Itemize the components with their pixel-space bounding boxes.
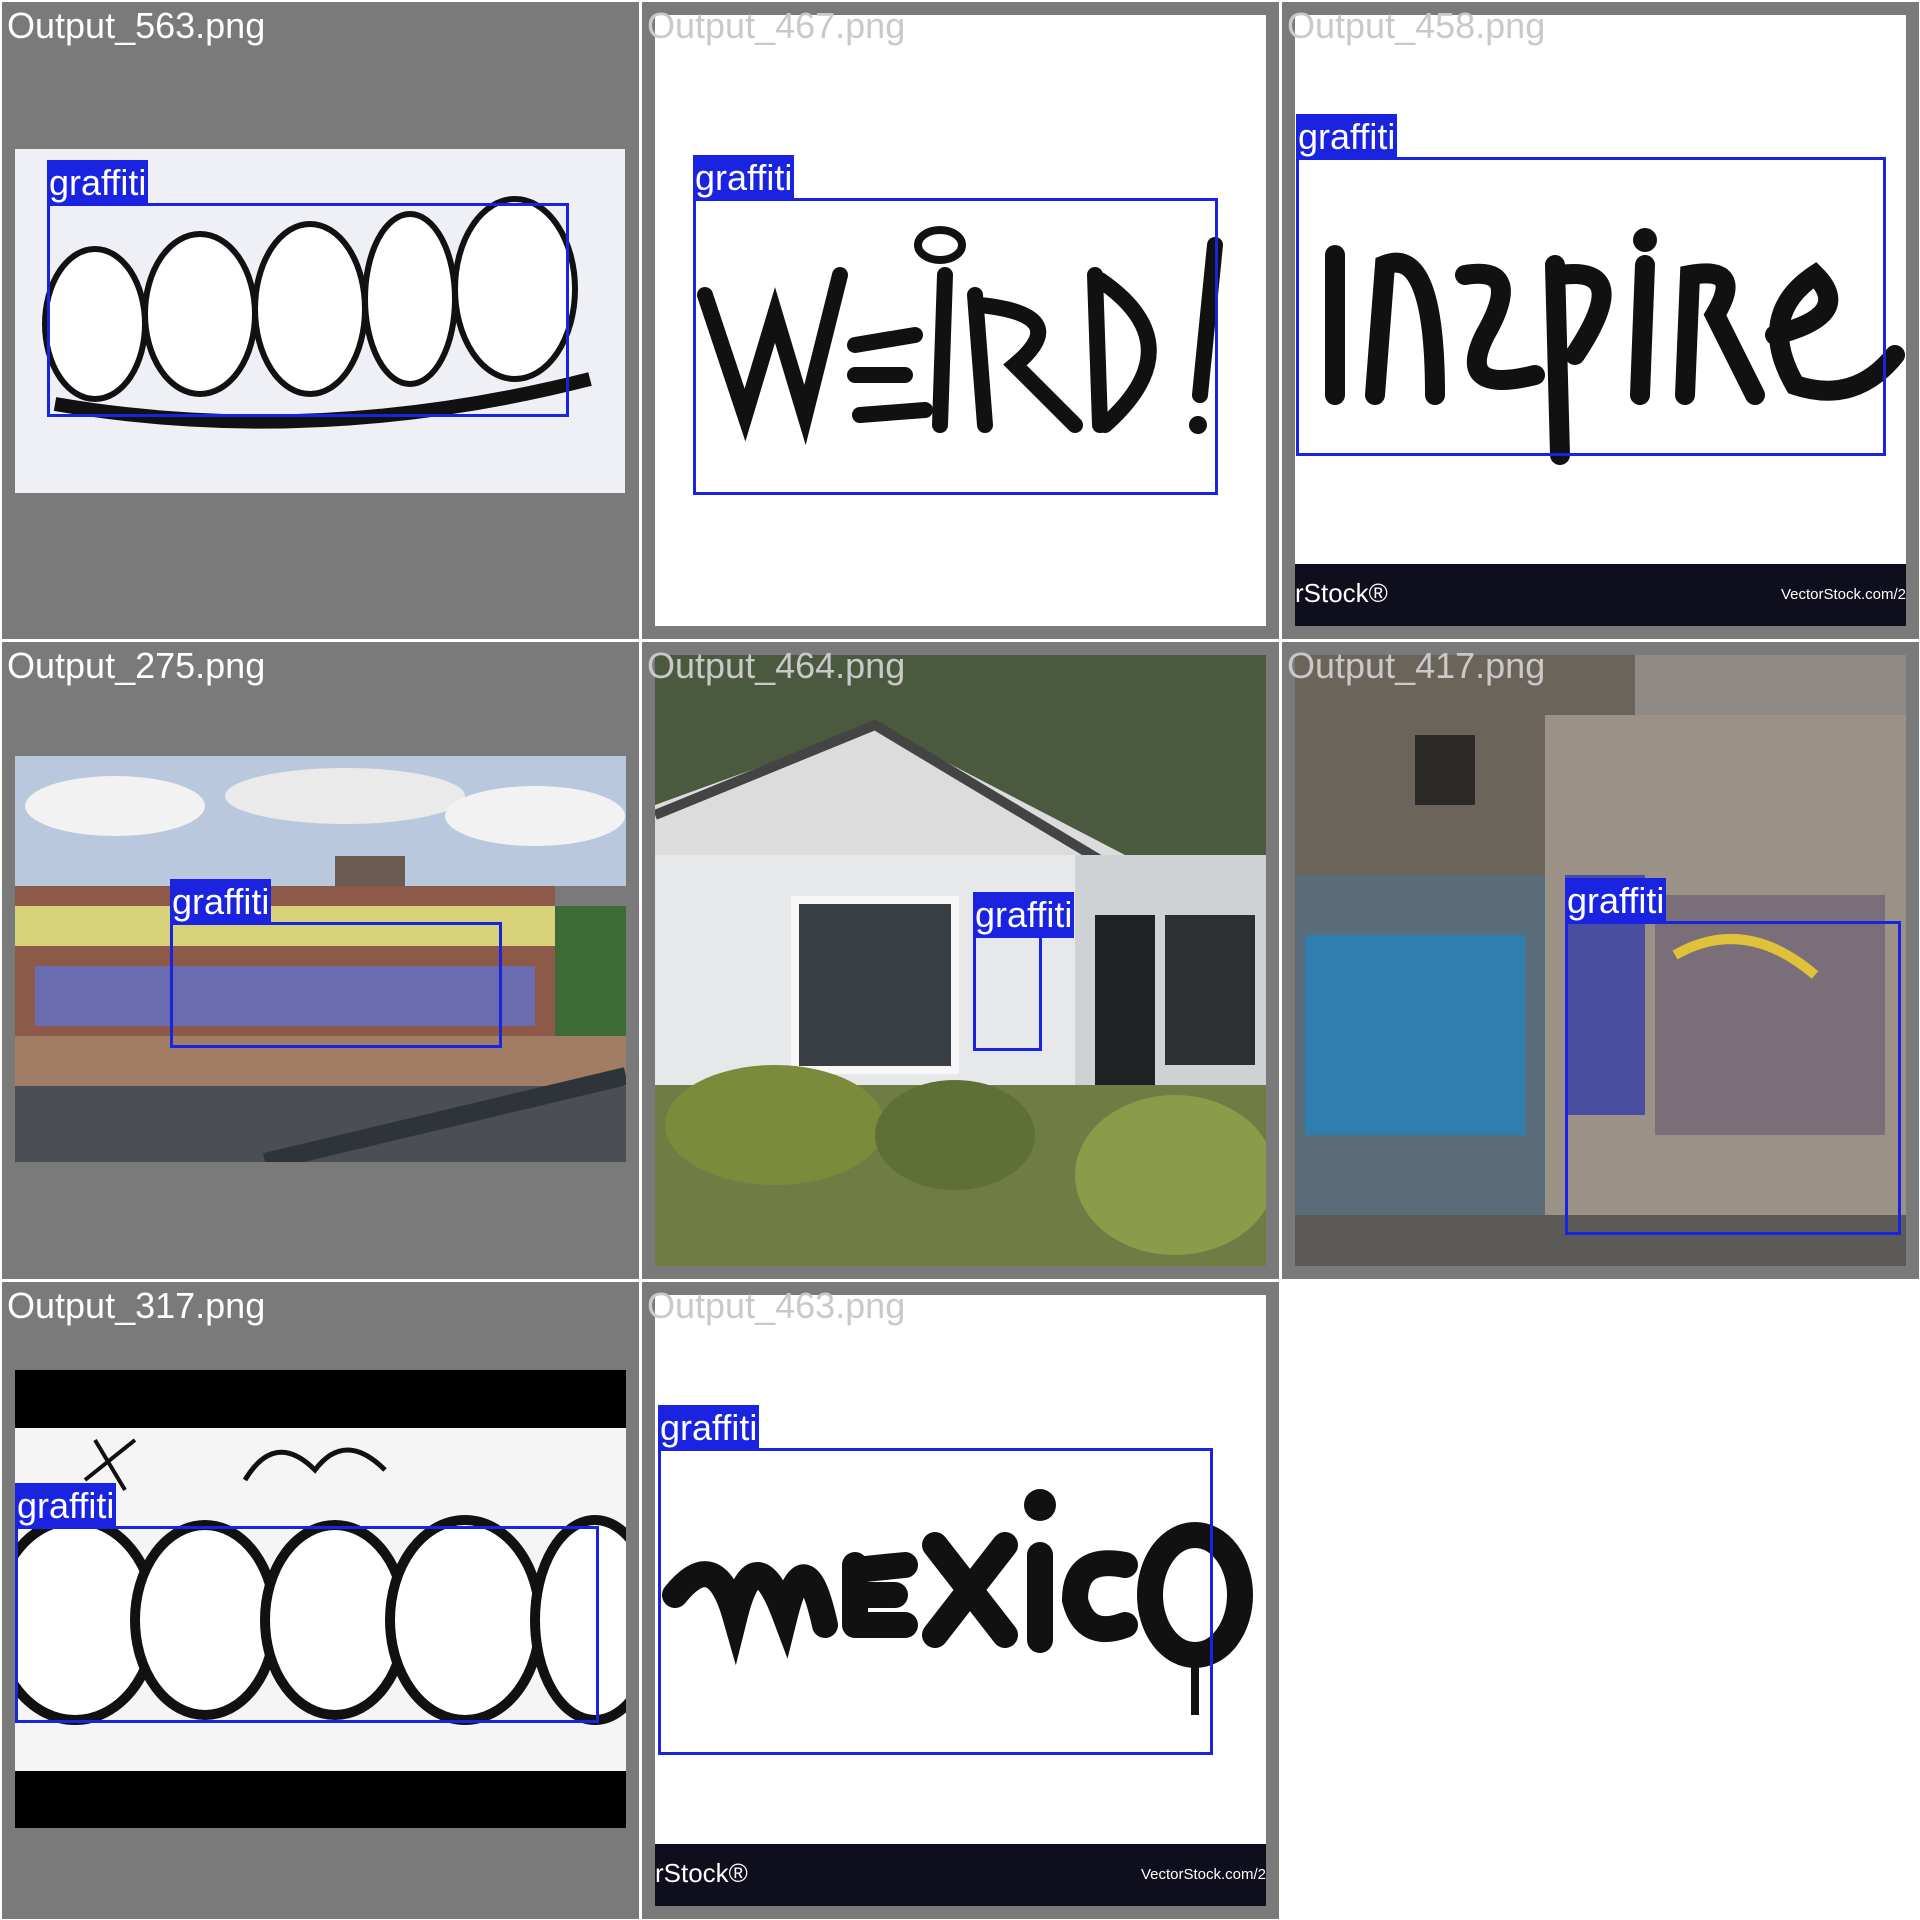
detection-box: graffiti (47, 160, 569, 417)
graffiti-photo: rStock® VectorStock.com/2 (655, 1295, 1266, 1906)
graffiti-photo (655, 655, 1266, 1266)
watermark-text-left: rStock® (1295, 578, 1388, 608)
watermark-text-right: VectorStock.com/2 (1140, 1866, 1266, 1883)
stock-watermark-bar: rStock® VectorStock.com/2 (1295, 564, 1906, 626)
watermark-text-left: rStock® (655, 1858, 748, 1888)
detection-box: graffiti (1565, 878, 1901, 1235)
result-tile-563: Output_563.png graffiti (2, 2, 639, 639)
class-label: graffiti (658, 1405, 760, 1451)
stock-watermark-bar: rStock® VectorStock.com/2 (655, 1844, 1266, 1906)
tile-filename: Output_275.png (7, 645, 266, 686)
graffiti-photo (1295, 655, 1906, 1266)
tile-filename: Output_464.png (647, 645, 906, 686)
class-label: graffiti (1565, 878, 1667, 924)
class-label: graffiti (693, 155, 795, 201)
result-tile-458: Output_458.png rStock® VectorStock.com/2… (1282, 2, 1919, 639)
tile-filename: Output_467.png (647, 5, 906, 46)
graffiti-photo: rStock® VectorStock.com/2 (1295, 15, 1906, 626)
result-tile-463: Output_463.png rStock® VectorStock.com/2… (642, 1282, 1279, 1919)
tile-filename: Output_563.png (7, 5, 266, 46)
graffiti-photo (655, 15, 1266, 626)
graffiti-photo (15, 149, 625, 493)
result-tile-417: Output_417.png graffiti (1282, 642, 1919, 1279)
detection-box: graffiti (170, 879, 502, 1048)
tile-filename: Output_463.png (647, 1285, 906, 1326)
class-label: graffiti (1296, 114, 1398, 160)
tile-filename: Output_417.png (1287, 645, 1546, 686)
result-tile-464: Output_464.png graffiti (642, 642, 1279, 1279)
watermark-text-right: VectorStock.com/2 (1780, 586, 1906, 603)
tile-filename: Output_458.png (1287, 5, 1546, 46)
result-tile-275: Output_275.png graffiti (2, 642, 639, 1279)
class-label: graffiti (47, 160, 149, 206)
detection-box: graffiti (973, 892, 1075, 1051)
class-label: graffiti (170, 879, 272, 925)
detection-box: graffiti (658, 1405, 1213, 1755)
result-tile-467: Output_467.png graffiti (642, 2, 1279, 639)
detection-box: graffiti (693, 155, 1218, 495)
graffiti-photo (15, 756, 626, 1162)
detection-box: graffiti (15, 1483, 599, 1723)
tile-filename: Output_317.png (7, 1285, 266, 1326)
detection-box: graffiti (1296, 114, 1886, 456)
graffiti-photo (15, 1370, 626, 1828)
class-label: graffiti (15, 1483, 117, 1529)
class-label: graffiti (973, 892, 1075, 938)
result-tile-317: Output_317.png graffiti (2, 1282, 639, 1919)
